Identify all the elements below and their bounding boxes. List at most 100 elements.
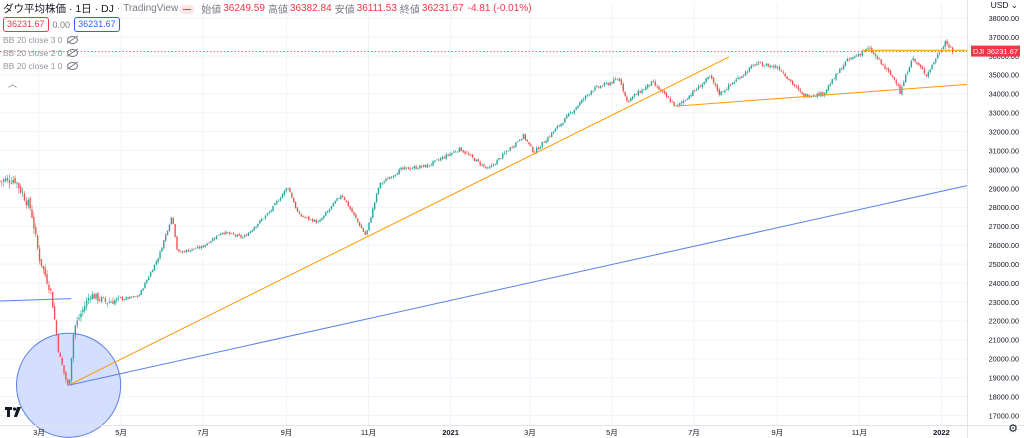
candle: [244, 234, 246, 239]
candle-body: [249, 231, 252, 234]
candle-body: [170, 217, 173, 225]
candle: [377, 187, 380, 195]
candle-body: [445, 154, 447, 159]
candle: [562, 122, 564, 127]
candle: [166, 230, 169, 236]
candle: [711, 74, 713, 80]
candle: [4, 175, 7, 183]
candle: [170, 217, 173, 225]
candle-body: [473, 157, 476, 161]
candle-body: [731, 83, 734, 85]
candle-body: [215, 235, 218, 240]
candle: [268, 210, 270, 215]
candle: [942, 45, 945, 50]
candle-body: [245, 234, 248, 236]
candle: [556, 124, 559, 130]
candle: [406, 167, 408, 170]
candle-body: [308, 216, 310, 220]
symbol-title[interactable]: ダウ平均株価 · 1日 · DJ: [3, 2, 114, 15]
candle-body: [652, 81, 655, 82]
buy-price-box[interactable]: 36231.67: [74, 17, 120, 32]
indicator-row[interactable]: BB 20 close 3 0: [3, 35, 78, 45]
sell-price-box[interactable]: 36231.67: [3, 17, 49, 32]
candle: [238, 232, 240, 236]
tradingview-logo-icon[interactable]: [4, 406, 22, 418]
candle-body: [426, 164, 429, 168]
price-tick-label: 28000.00: [989, 203, 1019, 212]
blue-line-top: [0, 298, 72, 302]
candle-body: [918, 63, 920, 66]
price-tick-label: 21000.00: [989, 336, 1019, 345]
candle-body: [332, 202, 334, 207]
candle: [797, 84, 800, 91]
price-tick-label: 18000.00: [989, 392, 1019, 401]
candle-body: [500, 158, 502, 160]
candle: [577, 105, 579, 109]
candle-body: [577, 105, 579, 108]
candle: [624, 91, 626, 98]
candle-body: [419, 165, 421, 169]
candle-body: [95, 293, 97, 299]
collapse-indicators-icon[interactable]: ︿: [8, 79, 18, 89]
candle-body: [931, 64, 933, 70]
candle-body: [134, 296, 137, 298]
candle-body: [424, 164, 427, 168]
candle: [650, 81, 653, 86]
eye-hidden-icon[interactable]: [66, 62, 78, 70]
candle-body: [48, 284, 50, 291]
candle-body: [317, 221, 319, 223]
price-tick-label: 27000.00: [989, 222, 1019, 231]
candle: [799, 87, 801, 94]
candle-body: [854, 56, 856, 58]
candle: [573, 109, 575, 116]
candle: [914, 58, 916, 64]
candle: [844, 61, 847, 67]
candle: [78, 314, 80, 321]
candle-body: [876, 56, 879, 60]
candle-body: [852, 57, 854, 59]
candle: [528, 141, 530, 146]
candle-body: [63, 365, 65, 373]
candle-body: [259, 220, 261, 224]
candle-body: [554, 128, 557, 132]
candle: [217, 234, 220, 236]
candle-body: [611, 81, 613, 84]
candle: [631, 96, 634, 101]
candle: [144, 281, 146, 289]
candle-body: [733, 82, 736, 84]
indicator-row[interactable]: BB 20 close 1 0: [3, 61, 78, 71]
candle-body: [872, 52, 875, 54]
candle: [468, 151, 470, 156]
settings-gear-icon[interactable]: ⚙: [1008, 423, 1018, 435]
candle-body: [660, 89, 662, 91]
candle: [550, 131, 553, 138]
candle-body: [741, 76, 743, 79]
candle-body: [946, 40, 948, 45]
eye-hidden-icon[interactable]: [66, 49, 78, 57]
candle: [906, 70, 909, 76]
candle: [63, 365, 65, 376]
candle-body: [138, 294, 141, 297]
time-axis[interactable]: 3月 5月 7月 9月 11月 2021 3月 5月 7月 9月 11月 2022: [0, 425, 1024, 438]
candle: [308, 215, 310, 222]
open-value: 36249.59: [223, 2, 265, 14]
candle-body: [366, 230, 368, 235]
candle-body: [127, 297, 129, 299]
currency-selector[interactable]: USD ⌄: [986, 0, 1024, 14]
candle-body: [490, 165, 493, 168]
candle: [85, 297, 88, 311]
eye-hidden-icon[interactable]: [66, 36, 78, 44]
price-axis[interactable]: 17000.00 18000.00 19000.00 20000.00 21000.00…: [967, 0, 1024, 438]
market-status-icon[interactable]: [180, 4, 195, 14]
candle: [74, 324, 77, 340]
candle: [189, 250, 191, 253]
candle-body: [479, 161, 481, 165]
candle-body: [341, 195, 344, 197]
candle: [773, 64, 775, 70]
candle-body: [790, 79, 792, 82]
candle: [669, 96, 672, 103]
candle-body: [784, 73, 786, 77]
candle: [652, 79, 655, 83]
indicator-row[interactable]: BB 20 close 2 0: [3, 48, 78, 58]
